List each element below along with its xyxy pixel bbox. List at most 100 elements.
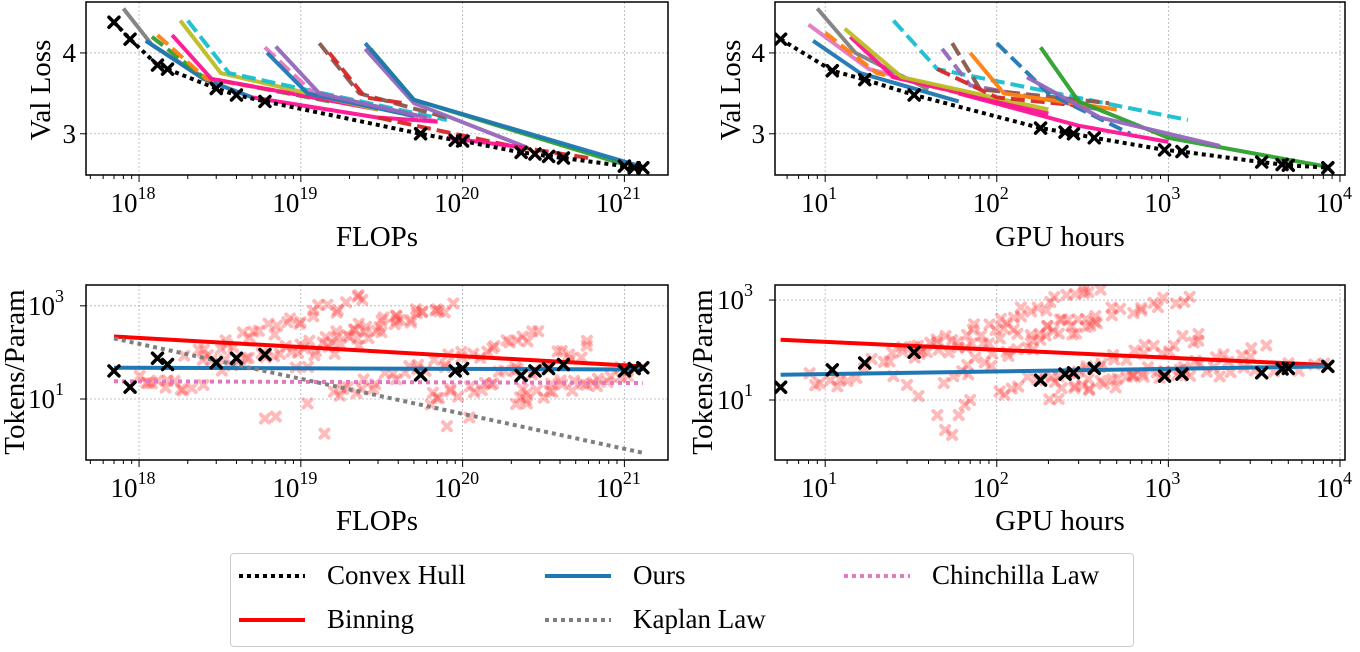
scatter-point: [343, 330, 356, 343]
scatter-point: [1066, 328, 1079, 341]
scatter-point: [946, 334, 959, 347]
scatter-point: [426, 386, 439, 399]
scatter-point: [516, 330, 529, 343]
convex-hull-point: [775, 380, 788, 394]
run-line: [940, 47, 1101, 112]
scatter-point: [326, 336, 339, 349]
scatter-point: [1080, 320, 1093, 333]
scatter-point: [269, 410, 282, 423]
convex-hull-point: [160, 62, 175, 76]
legend-item-convex-hull: Convex Hull: [239, 560, 466, 591]
legend-swatch: [239, 573, 305, 578]
scatter-point: [537, 391, 550, 404]
scatter-point: [1120, 370, 1133, 383]
convex-hull-point: [775, 32, 788, 46]
scatter-point: [1078, 285, 1091, 296]
scatter-point: [1178, 295, 1191, 308]
x-tick-label: 1021: [596, 468, 641, 503]
scatter-point: [503, 336, 516, 349]
y-axis-label: Tokens/Param: [687, 289, 719, 455]
x-tick-exponent: 20: [461, 468, 479, 488]
scatter-point: [1007, 323, 1020, 336]
scatter-point: [1157, 291, 1170, 304]
scatter-point: [519, 393, 532, 406]
scatter-point: [410, 303, 423, 316]
scatter-point: [939, 424, 952, 437]
scatter-point: [543, 384, 556, 397]
scatter-point: [1076, 379, 1089, 392]
scatter-point: [920, 346, 933, 359]
scatter-point: [159, 381, 172, 394]
scatter-point: [942, 346, 955, 359]
panel-gpu-hours-val-loss: 101 102 103 104 3 4: [752, 1, 1352, 218]
scatter-point: [357, 373, 370, 386]
y-tick-label: 103: [28, 286, 64, 321]
x-tick-exponent: 20: [461, 183, 479, 203]
scatter-point: [997, 322, 1010, 335]
scatter-point: [1213, 370, 1226, 383]
scatter-point: [965, 337, 978, 350]
convex-hull-point: [150, 58, 165, 72]
scatter-point: [1039, 329, 1052, 342]
scatter-point: [946, 428, 959, 441]
scatter-point: [390, 310, 403, 323]
scatter-point: [1126, 370, 1139, 383]
scatter-point: [168, 375, 181, 388]
convex-hull-point: [857, 72, 872, 87]
fit-line-ours: [113, 365, 643, 372]
fit-line-ours: [780, 364, 1328, 377]
scatter-point: [1128, 344, 1141, 357]
scatter-point: [983, 318, 996, 331]
scatter-point: [268, 328, 281, 341]
scatter-point: [1147, 339, 1160, 352]
scatter-point: [1052, 327, 1065, 340]
scatter-point: [977, 337, 990, 350]
scatter-point: [500, 334, 513, 347]
scatter-point: [1047, 324, 1060, 337]
scatter-point: [1089, 310, 1102, 323]
scatter-point: [1026, 333, 1039, 346]
scatter-point: [331, 330, 344, 343]
scatter-point: [247, 325, 260, 338]
scatter-point: [1217, 348, 1230, 361]
scatter-point: [831, 380, 844, 393]
scatter-point: [303, 334, 316, 347]
axes-frame: [85, 1, 669, 176]
y-tick-exponent: 3: [55, 286, 64, 306]
scatter-point: [285, 345, 298, 358]
scatter-point: [185, 382, 198, 395]
scatter-point: [390, 314, 403, 327]
scatter-point: [356, 293, 369, 306]
scatter-point: [1147, 296, 1160, 309]
convex-hull-point: [455, 361, 470, 376]
scatter-point: [358, 325, 371, 338]
run-line: [936, 67, 1079, 108]
convex-hull-point: [541, 149, 556, 164]
scatter-point: [1044, 296, 1057, 309]
scatter-point: [562, 348, 575, 361]
scatter-point: [1128, 368, 1141, 381]
convex-hull-point: [1281, 158, 1296, 173]
x-tick-label: 104: [1316, 183, 1352, 218]
scatter-point: [951, 336, 964, 349]
scatter-point: [546, 386, 559, 399]
scatter-point: [370, 324, 383, 337]
scatter-point: [475, 384, 488, 397]
scatter-point: [373, 321, 386, 334]
convex-hull-point: [1157, 369, 1172, 383]
scatter-point: [952, 409, 965, 422]
scatter-point: [404, 316, 417, 329]
legend-swatch: [844, 573, 910, 578]
scatter-point: [192, 343, 205, 356]
scatter-point: [1105, 309, 1118, 322]
scatter-point: [243, 331, 256, 344]
scatter-point: [604, 370, 617, 383]
scatter-point: [330, 306, 343, 319]
x-tick-exponent: 21: [623, 183, 641, 203]
x-tick-label: 1021: [596, 183, 641, 218]
scatter-point: [416, 305, 429, 318]
scatter-point: [1014, 301, 1027, 314]
scatter-point: [586, 376, 599, 389]
scatter-point: [308, 349, 321, 362]
run-line: [848, 35, 1049, 116]
